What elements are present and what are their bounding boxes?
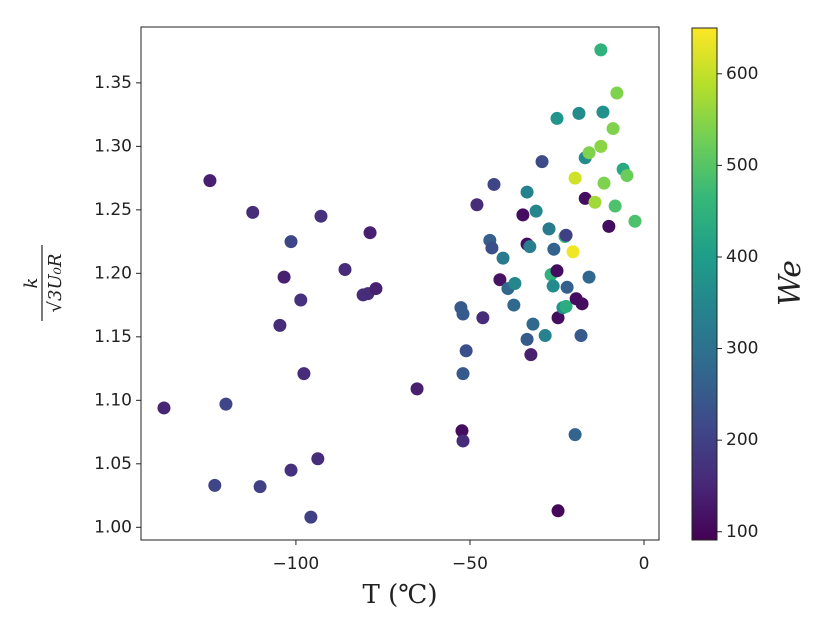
point (219, 397, 233, 411)
point (551, 311, 565, 325)
point (596, 105, 610, 119)
y-axis-label: k √3U₀R (21, 245, 66, 321)
point (575, 297, 589, 311)
point (535, 155, 549, 169)
point (493, 273, 507, 287)
point (560, 280, 574, 294)
point (547, 242, 561, 256)
point (568, 171, 582, 185)
point (304, 510, 318, 524)
point (208, 478, 222, 492)
point (410, 382, 424, 396)
point (485, 241, 499, 255)
y-label-numerator: k (21, 278, 42, 289)
point (546, 279, 560, 293)
point (246, 205, 260, 219)
point (588, 195, 602, 209)
point (550, 111, 564, 125)
point (277, 270, 291, 284)
y-tick-label: 1.30 (94, 136, 132, 156)
point (523, 240, 537, 254)
point (574, 329, 588, 343)
y-tick-label: 1.35 (94, 73, 132, 93)
point (284, 235, 298, 249)
point (597, 176, 611, 190)
point (551, 504, 565, 518)
y-tick-label: 1.00 (94, 517, 132, 537)
point (572, 106, 586, 120)
point (487, 177, 501, 191)
point (608, 199, 622, 213)
point (628, 214, 642, 228)
point (550, 264, 564, 278)
x-tick-label: −100 (273, 554, 320, 574)
point (369, 282, 383, 296)
point (610, 86, 624, 100)
point (297, 367, 311, 381)
point (157, 401, 171, 415)
point (273, 318, 287, 332)
point (520, 332, 534, 346)
point (594, 43, 608, 57)
point (363, 226, 377, 240)
y-tick-label: 1.20 (94, 263, 132, 283)
point (507, 298, 521, 312)
point (578, 191, 592, 205)
y-tick-label: 1.25 (94, 200, 132, 220)
point (203, 174, 217, 188)
point (529, 204, 543, 218)
point (606, 122, 620, 136)
colorbar-tick-label: 200 (726, 430, 758, 450)
colorbar-tick-label: 400 (726, 247, 758, 267)
point (520, 185, 534, 199)
colorbar-tick-label: 600 (726, 64, 758, 84)
x-tick-label: −50 (452, 554, 488, 574)
point (314, 209, 328, 223)
point (542, 222, 556, 236)
colorbar (691, 27, 718, 541)
plot-frame (140, 26, 660, 541)
point (508, 277, 522, 290)
colorbar-tick-label: 500 (726, 155, 758, 175)
point (538, 329, 552, 343)
point (559, 228, 573, 242)
colorbar-tick-label: 300 (726, 339, 758, 359)
point (496, 251, 510, 265)
point (253, 480, 267, 494)
point (602, 219, 616, 233)
point (568, 428, 582, 442)
point (456, 367, 470, 381)
point (456, 434, 470, 448)
point (516, 208, 530, 222)
point (594, 139, 608, 153)
y-label-denominator: √3U₀R (45, 254, 66, 313)
point (582, 146, 596, 160)
point (459, 344, 473, 358)
y-tick-label: 1.15 (94, 327, 132, 347)
point (455, 424, 469, 438)
point (559, 299, 573, 313)
point (456, 307, 470, 321)
point (526, 317, 540, 331)
x-axis-label: T (℃) (363, 580, 438, 610)
y-tick-label: 1.10 (94, 390, 132, 410)
point (476, 311, 490, 325)
point (582, 270, 596, 284)
point (294, 293, 308, 307)
point (338, 263, 352, 277)
point (524, 348, 538, 362)
colorbar-label: We (773, 260, 808, 306)
point (470, 198, 484, 212)
point (620, 169, 634, 183)
y-tick-label: 1.05 (94, 454, 132, 474)
point (284, 463, 298, 477)
colorbar-tick-label: 100 (726, 522, 758, 542)
point (566, 245, 580, 259)
point (311, 452, 325, 466)
x-tick-label: 0 (639, 554, 650, 574)
